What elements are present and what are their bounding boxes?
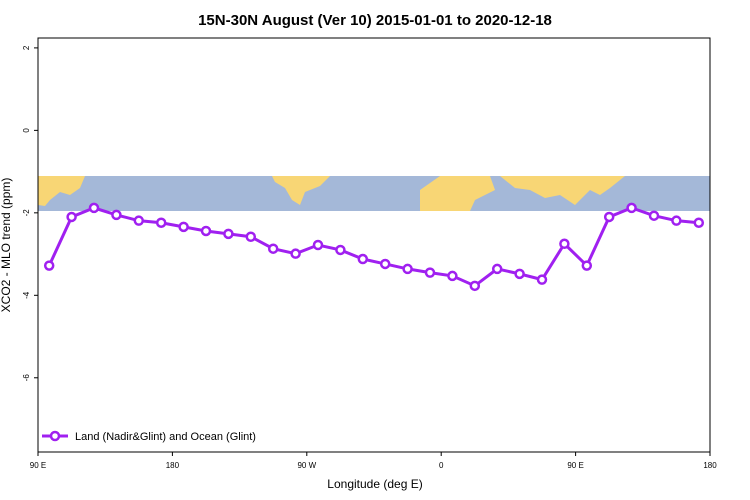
x-tick-label: 180 (166, 461, 180, 470)
data-point (559, 238, 570, 250)
y-tick-label: 0 (22, 128, 31, 133)
x-tick-label: 90 W (297, 461, 316, 470)
x-tick-label: 90 E (30, 461, 46, 470)
y-axis-label: XCO2 - MLO trend (ppm) (0, 178, 13, 313)
data-point (245, 231, 257, 243)
data-point (447, 270, 458, 282)
data-point (626, 202, 637, 214)
world-map-strip (38, 176, 710, 211)
data-point (357, 253, 369, 265)
data-point (178, 221, 189, 233)
data-point (648, 210, 660, 221)
data-point (43, 260, 55, 271)
data-point (200, 225, 212, 237)
x-axis-label: Longitude (deg E) (327, 477, 422, 491)
data-point (603, 211, 615, 223)
data-point (335, 244, 346, 256)
legend-label: Land (Nadir&Glint) and Ocean (Glint) (75, 431, 256, 443)
data-point (379, 258, 391, 270)
plot-frame (37, 37, 711, 453)
data-point (223, 228, 234, 240)
data-point (155, 217, 167, 228)
data-point (290, 248, 301, 259)
legend-marker (49, 430, 61, 442)
x-tick-label: 0 (439, 461, 444, 470)
data-point (312, 239, 324, 251)
data-point (469, 280, 481, 292)
y-tick-label: -6 (22, 374, 31, 382)
x-tick-label: 90 E (567, 461, 583, 470)
data-point (671, 215, 682, 226)
data-point (133, 215, 145, 226)
data-point (491, 263, 503, 275)
data-point (402, 263, 413, 275)
series-line (47, 206, 699, 288)
data-point (693, 217, 705, 228)
data-point (514, 268, 525, 280)
data-point (88, 202, 100, 214)
x-tick-label: 180 (703, 461, 717, 470)
data-point (536, 274, 548, 285)
y-tick-label: -2 (22, 209, 31, 217)
y-tick-label: 2 (22, 45, 31, 50)
chart-title: 15N-30N August (Ver 10) 2015-01-01 to 20… (198, 12, 552, 29)
y-tick-label: -4 (22, 291, 31, 299)
data-point (111, 209, 122, 221)
data-point (581, 260, 593, 271)
data-point (424, 267, 436, 278)
data-point (267, 243, 279, 254)
data-point (66, 211, 77, 223)
